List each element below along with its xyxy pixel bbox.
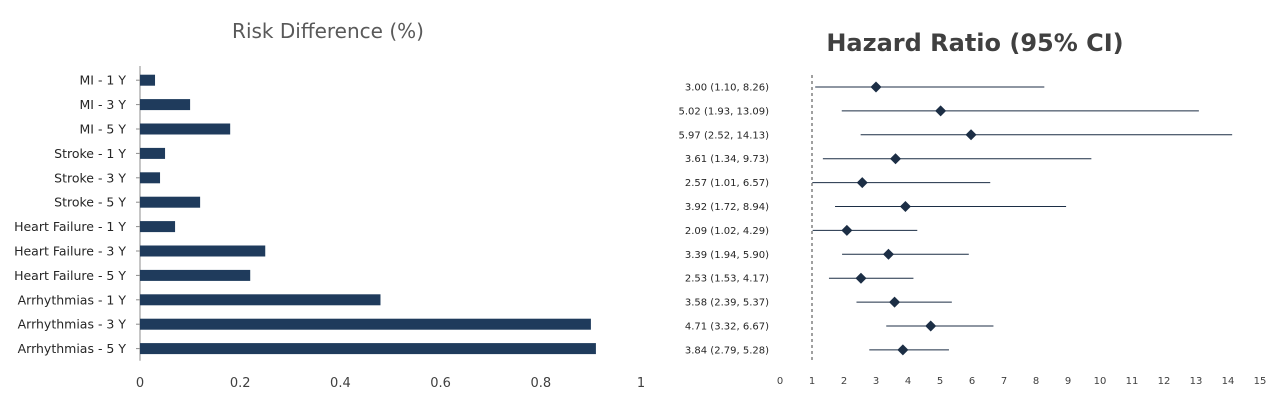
x-tick-label: 6 (969, 376, 975, 387)
bar (140, 123, 231, 135)
hazard-ratio-label: 2.09 (1.02, 4.29) (685, 226, 769, 237)
x-tick-label: 0.6 (430, 376, 451, 391)
category-label: Arrhythmias - 5 Y (18, 341, 127, 356)
hazard-ratio-title: Hazard Ratio (95% CI) (826, 29, 1123, 57)
x-tick-label: 3 (873, 376, 879, 387)
hazard-ratio-label: 3.61 (1.34, 9.73) (685, 154, 769, 165)
x-tick-label: 4 (905, 376, 911, 387)
x-tick-label: 0 (777, 376, 783, 387)
point-estimate-marker (899, 201, 911, 212)
x-tick-label: 0.8 (530, 376, 551, 391)
hazard-ratio-label: 3.00 (1.10, 8.26) (685, 83, 769, 94)
hazard-ratio-label: 3.92 (1.72, 8.94) (685, 202, 769, 213)
bar (140, 99, 191, 111)
bar (140, 294, 381, 306)
hazard-ratio-label: 5.02 (1.93, 13.09) (679, 106, 770, 117)
category-label: Stroke - 3 Y (54, 170, 126, 185)
bar (140, 172, 161, 184)
point-estimate-marker (841, 224, 853, 236)
bar (140, 196, 201, 208)
bar (140, 269, 251, 281)
hazard-ratio-label: 2.53 (1.53, 4.17) (685, 274, 769, 285)
x-tick-label: 13 (1190, 376, 1203, 387)
category-label: MI - 5 Y (80, 122, 127, 137)
x-tick-label: 0.4 (330, 376, 351, 391)
category-label: Heart Failure - 5 Y (14, 268, 126, 283)
x-tick-label: 5 (937, 376, 943, 387)
x-tick-label: 9 (1065, 376, 1071, 387)
hazard-ratio-label: 3.39 (1.94, 5.90) (685, 250, 769, 261)
hazard-ratio-label: 3.84 (2.79, 5.28) (685, 345, 769, 356)
bar (140, 318, 591, 330)
x-tick-label: 1 (637, 376, 645, 391)
x-tick-label: 8 (1033, 376, 1039, 387)
x-tick-label: 15 (1254, 376, 1267, 387)
bar (140, 343, 596, 355)
point-estimate-marker (925, 320, 937, 332)
point-estimate-marker (890, 153, 902, 165)
hazard-ratio-label: 5.97 (2.52, 14.13) (679, 130, 770, 141)
category-label: Stroke - 1 Y (54, 146, 126, 161)
hazard-ratio-chart: 3.00 (1.10, 8.26) 5.02 (1.93, 13.09) 5.97 … (679, 75, 1267, 387)
x-tick-label: 0 (136, 376, 144, 391)
x-tick-label: 14 (1222, 376, 1235, 387)
bar (140, 245, 266, 257)
category-label: Stroke - 5 Y (54, 195, 126, 210)
hazard-ratio-label: 2.57 (1.01, 6.57) (685, 178, 769, 189)
x-tick-label: 7 (1001, 376, 1007, 387)
category-label: Arrhythmias - 3 Y (18, 317, 127, 332)
point-estimate-marker (855, 272, 867, 284)
category-label: MI - 3 Y (80, 97, 127, 112)
category-label: Arrhythmias - 1 Y (18, 292, 127, 307)
x-tick-label: 10 (1094, 376, 1107, 387)
hazard-ratio-label: 4.71 (3.32, 6.67) (685, 322, 769, 333)
x-tick-label: 12 (1158, 376, 1171, 387)
risk-difference-title: Risk Difference (%) (232, 19, 424, 43)
hazard-ratio-label: 3.58 (2.39, 5.37) (685, 298, 769, 309)
point-estimate-marker (870, 81, 882, 93)
point-estimate-marker (856, 177, 868, 189)
category-label: Heart Failure - 3 Y (14, 244, 126, 259)
category-label: MI - 1 Y (80, 73, 127, 88)
x-tick-label: 1 (809, 376, 815, 387)
risk-difference-chart: MI - 1 Y MI - 3 Y MI - 5 Y Stroke - 1 Y Stro… (14, 66, 645, 391)
bar (140, 147, 166, 159)
point-estimate-marker (889, 296, 901, 308)
category-label: Heart Failure - 1 Y (14, 219, 126, 234)
point-estimate-marker (965, 129, 977, 141)
bar (140, 74, 156, 86)
x-tick-label: 11 (1126, 376, 1139, 387)
point-estimate-marker (882, 248, 894, 260)
point-estimate-marker (897, 344, 909, 356)
x-tick-label: 0.2 (230, 376, 251, 391)
point-estimate-marker (935, 105, 947, 117)
bar (140, 221, 176, 233)
x-tick-label: 2 (841, 376, 847, 387)
